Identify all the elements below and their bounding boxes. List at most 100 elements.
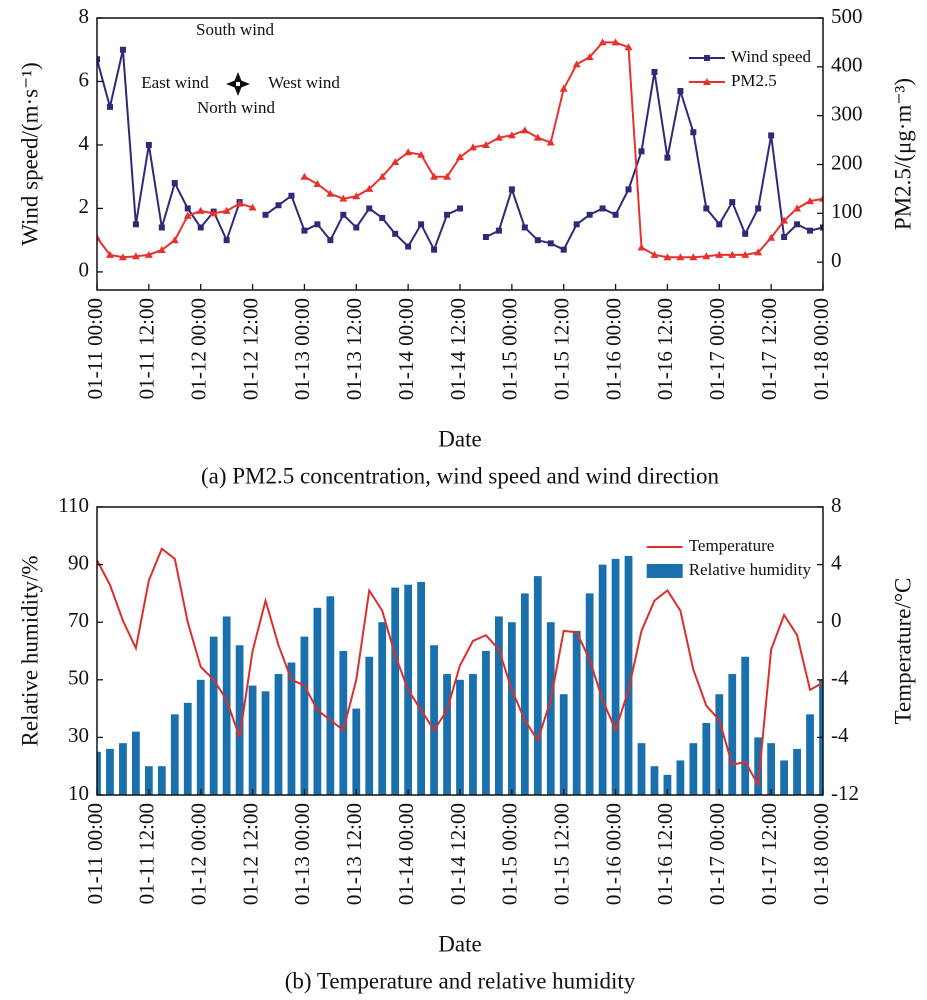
bar	[585, 593, 594, 795]
series-line	[97, 547, 823, 789]
point-marker	[728, 250, 737, 258]
point-marker	[118, 253, 127, 261]
bar	[806, 714, 814, 795]
point-marker	[275, 202, 282, 209]
point-marker	[754, 248, 763, 256]
point-marker	[184, 205, 191, 212]
annotation: East wind	[141, 73, 209, 92]
point-marker	[378, 172, 387, 180]
y2-tick-label: 0	[831, 608, 842, 632]
x-tick-label: 01-11 12:00	[135, 803, 159, 904]
bar	[767, 743, 776, 795]
y2-tick-label: 300	[831, 101, 863, 125]
point-marker	[716, 221, 723, 228]
point-marker	[481, 140, 490, 148]
point-marker	[444, 211, 451, 218]
bar	[611, 558, 620, 795]
bar	[209, 636, 218, 795]
x-axis-title: Date	[438, 426, 481, 451]
compass	[226, 72, 250, 96]
point-marker	[637, 243, 646, 251]
point-marker	[235, 199, 244, 207]
legend-marker	[703, 55, 710, 61]
point-marker	[573, 221, 580, 228]
point-marker	[677, 87, 684, 94]
point-marker	[170, 236, 179, 244]
x-tick-label: 01-17 00:00	[705, 298, 729, 400]
legend-label: PM2.5	[731, 71, 777, 90]
point-marker	[806, 197, 815, 205]
point-marker	[611, 38, 620, 46]
bar	[235, 645, 244, 795]
x-tick-label: 01-11 12:00	[135, 298, 159, 399]
bar	[352, 708, 361, 795]
bar	[313, 607, 322, 795]
plot-area	[97, 547, 823, 795]
point-marker	[521, 224, 528, 231]
bar	[780, 760, 788, 795]
point-marker	[572, 60, 581, 68]
x-tick-label: 01-17 12:00	[757, 298, 781, 400]
x-tick-label: 01-15 12:00	[550, 803, 574, 905]
point-marker	[197, 224, 204, 231]
bar	[417, 581, 425, 795]
point-marker	[742, 230, 749, 237]
point-marker	[533, 133, 542, 141]
point-marker	[131, 252, 140, 260]
bar	[728, 674, 737, 795]
point-marker	[820, 224, 823, 231]
y-axis-title: Relative humidity/%	[17, 556, 42, 747]
bar	[495, 616, 503, 795]
bar	[598, 564, 607, 795]
bar	[222, 616, 231, 795]
bar	[300, 636, 309, 795]
point-marker	[702, 252, 711, 260]
point-marker	[326, 189, 335, 197]
point-marker	[97, 233, 101, 241]
bar	[741, 656, 750, 795]
point-marker	[223, 237, 230, 244]
bar	[520, 593, 529, 795]
x-tick-label: 01-12 00:00	[187, 298, 211, 400]
point-marker	[690, 129, 697, 136]
point-marker	[663, 253, 672, 261]
bar	[119, 743, 127, 795]
point-marker	[468, 143, 477, 151]
x-tick-label: 01-12 12:00	[238, 803, 262, 905]
point-marker	[741, 250, 750, 258]
compass-arrow	[234, 72, 242, 82]
x-axis-title: Date	[438, 931, 481, 956]
bar	[533, 576, 542, 795]
bar	[702, 723, 711, 795]
x-tick-label: 01-11 00:00	[83, 298, 107, 399]
x-tick-label: 01-12 12:00	[238, 298, 262, 400]
x-tick-label: 01-17 00:00	[705, 803, 729, 905]
compass-arrow	[240, 80, 250, 88]
y2-tick-label: 4	[831, 550, 842, 574]
point-marker	[144, 250, 153, 258]
point-marker	[300, 172, 309, 180]
point-marker	[715, 250, 724, 258]
bar	[106, 748, 114, 795]
point-marker	[495, 227, 502, 234]
bar	[456, 679, 464, 795]
plot-area	[97, 38, 823, 261]
point-marker	[586, 211, 593, 218]
y-tick-label: 50	[68, 666, 89, 690]
point-marker	[301, 227, 308, 234]
point-marker	[365, 184, 374, 192]
point-marker	[183, 211, 192, 219]
x-tick-label: 01-13 00:00	[290, 803, 314, 905]
bar	[689, 743, 698, 795]
y-tick-label: 10	[68, 781, 89, 805]
annotation: North wind	[197, 98, 275, 117]
bar	[144, 766, 153, 795]
point-marker	[106, 103, 113, 110]
x-tick-label: 01-14 00:00	[394, 298, 418, 400]
x-tick-label: 01-13 12:00	[342, 298, 366, 400]
point-marker	[781, 233, 788, 240]
bar	[624, 555, 633, 795]
bar	[196, 679, 205, 795]
bar	[378, 622, 387, 795]
